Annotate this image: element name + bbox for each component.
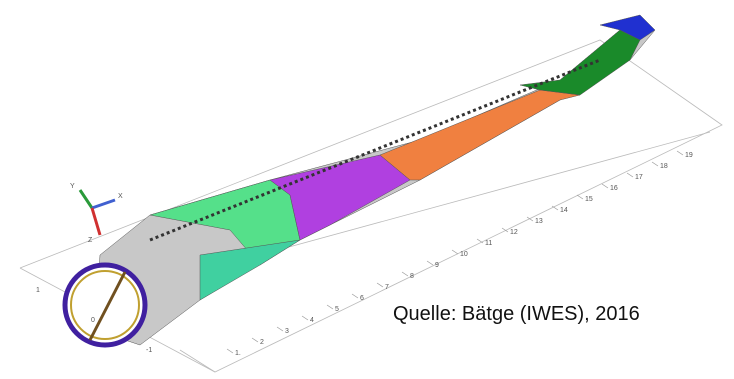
scale-label: 3 xyxy=(285,328,289,335)
scale-label: 19 xyxy=(685,152,693,159)
scale-tick xyxy=(252,338,258,342)
triad-label: Y xyxy=(70,183,75,190)
scale-tick xyxy=(352,294,358,298)
scale-tick xyxy=(677,151,683,155)
scale-label: 2 xyxy=(260,339,264,346)
scale-label: 16 xyxy=(610,185,618,192)
scale-tick xyxy=(602,184,608,188)
scale-tick xyxy=(327,305,333,309)
scale-tick xyxy=(277,327,283,331)
scale-label: 14 xyxy=(560,207,568,214)
scale-label: 18 xyxy=(660,163,668,170)
scale-label: 8 xyxy=(410,273,414,280)
scale-tick xyxy=(427,261,433,265)
scale-tick xyxy=(227,349,233,353)
scale-label: 7 xyxy=(385,284,389,291)
scale-label: 17 xyxy=(635,174,643,181)
cross-label: 1 xyxy=(36,287,40,294)
axis-triad: Y X Z xyxy=(70,183,123,244)
scale-label: 6 xyxy=(360,295,364,302)
scale-tick xyxy=(452,250,458,254)
scale-label: 4 xyxy=(310,317,314,324)
scale-label: 11 xyxy=(485,240,492,247)
scale-label: 1. xyxy=(235,350,241,357)
scale-label: 15 xyxy=(585,196,593,203)
blade-root xyxy=(65,265,145,345)
scale-tick xyxy=(627,173,633,177)
scale-tick xyxy=(652,162,658,166)
scale-tick xyxy=(302,316,308,320)
scale-label: 5 xyxy=(335,306,339,313)
scale-tick xyxy=(402,272,408,276)
scale-tick xyxy=(477,239,483,243)
scale-tick xyxy=(377,283,383,287)
scale-label: 10 xyxy=(460,251,468,258)
triad-label: X xyxy=(118,193,123,200)
caption: Quelle: Bätge (IWES), 2016 xyxy=(393,303,640,325)
triad-label: Z xyxy=(88,237,93,244)
scale-label: 12 xyxy=(510,229,518,236)
cross-label: 0 xyxy=(91,317,95,324)
scene: Y X Z 1.234567891011121314151617181910-1… xyxy=(0,0,734,379)
scale-label: 9 xyxy=(435,262,439,269)
cross-label: -1 xyxy=(146,347,152,354)
scale-tick xyxy=(577,195,583,199)
blade xyxy=(95,15,655,345)
scale-label: 13 xyxy=(535,218,543,225)
